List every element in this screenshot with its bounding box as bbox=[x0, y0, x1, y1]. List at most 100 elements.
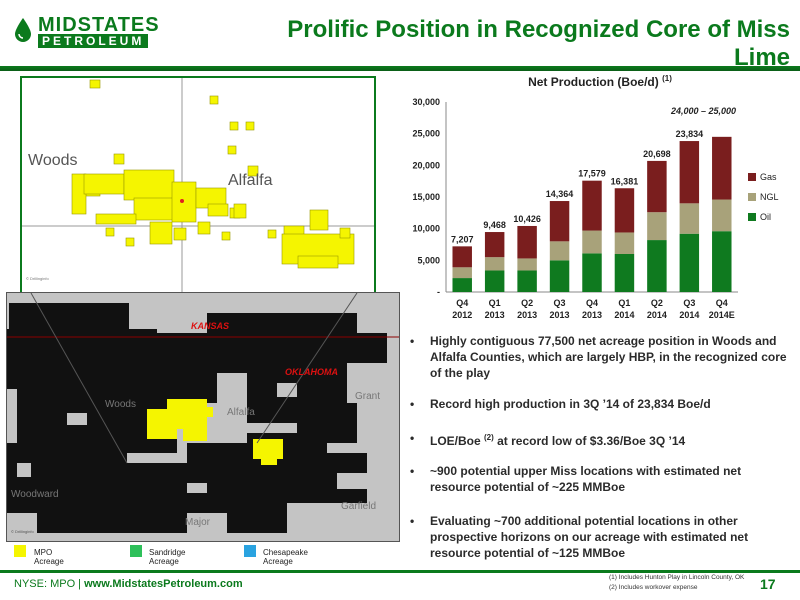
footer-rule bbox=[0, 570, 800, 573]
chart-title-footnote: (1) bbox=[662, 74, 672, 83]
x-tick-label: Q4 bbox=[456, 298, 468, 308]
bullet-item: • ~900 potential upper Miss locations wi… bbox=[410, 463, 790, 495]
bar-segment-gas bbox=[647, 160, 667, 213]
bullet-dot: • bbox=[410, 464, 415, 478]
x-tick-label: 2013 bbox=[550, 310, 570, 320]
bar-segment-gas bbox=[679, 141, 700, 204]
bar-segment-oil bbox=[582, 253, 602, 292]
header-rule bbox=[0, 66, 800, 71]
logo-word-2: PETROLEUM bbox=[38, 34, 149, 48]
bar-segment-gas bbox=[614, 188, 635, 233]
svg-text:© Drillinginfo: © Drillinginfo bbox=[26, 276, 50, 281]
chart-legend-swatch bbox=[748, 213, 756, 221]
bar-segment-oil bbox=[679, 233, 700, 292]
chart-legend-label: Oil bbox=[760, 212, 771, 222]
legend-label-chesapeake: Chesapeake Acreage bbox=[263, 548, 308, 566]
bar-segment-gas bbox=[549, 201, 570, 242]
bar-total-label: 17,579 bbox=[578, 169, 606, 179]
bar-segment-gas bbox=[712, 136, 732, 200]
map-label-grant: Grant bbox=[355, 391, 381, 402]
x-tick-label: 2013 bbox=[582, 310, 602, 320]
footnote-1: (1) Includes Hunton Play in Lincoln Coun… bbox=[609, 574, 745, 581]
bar-segment-ngl bbox=[582, 230, 602, 254]
map-label-major: Major bbox=[185, 517, 211, 528]
y-tick-label: 25,000 bbox=[412, 129, 440, 139]
footer-ticker: NYSE: MPO | www.MidstatesPetroleum.com bbox=[14, 578, 243, 590]
bar-segment-ngl bbox=[484, 257, 505, 271]
bar-segment-ngl bbox=[452, 267, 472, 279]
legend-swatch-chesapeake bbox=[244, 545, 256, 557]
y-tick-label: 30,000 bbox=[412, 97, 440, 107]
bullet-dot: • bbox=[410, 514, 415, 528]
bar-segment-oil bbox=[517, 270, 537, 292]
page-number: 17 bbox=[760, 576, 776, 592]
bar-segment-gas bbox=[517, 225, 537, 259]
bar-segment-ngl bbox=[517, 258, 537, 271]
bullet-text-post: at record low of $3.36/Boe 3Q ’14 bbox=[493, 434, 686, 448]
y-tick-label: 15,000 bbox=[412, 192, 440, 202]
x-tick-label: Q3 bbox=[554, 298, 566, 308]
chart-legend-label: Gas bbox=[760, 172, 777, 182]
bar-segment-gas bbox=[452, 246, 472, 268]
bullet-item: • LOE/Boe (2) at record low of $3.36/Boe… bbox=[410, 430, 790, 449]
map-label-woods-regional: Woods bbox=[105, 399, 136, 410]
bar-segment-oil bbox=[549, 260, 570, 292]
chart-legend-label: NGL bbox=[760, 192, 779, 202]
x-tick-label: Q4 bbox=[716, 298, 728, 308]
x-tick-label: 2014 bbox=[647, 310, 667, 320]
chart-legend-swatch bbox=[748, 173, 756, 181]
x-tick-label: 2012 bbox=[452, 310, 472, 320]
bar-total-label: 16,381 bbox=[611, 176, 639, 186]
map-label-alfalfa: Alfalfa bbox=[228, 172, 273, 189]
bar-segment-oil bbox=[647, 240, 667, 292]
legend-swatch-sandridge bbox=[130, 545, 142, 557]
bar-total-label: 23,834 bbox=[676, 129, 704, 139]
legend-label-mpo: MPO Acreage bbox=[34, 548, 64, 566]
svg-text:© Drillinginfo: © Drillinginfo bbox=[11, 529, 35, 534]
bullet-text-pre: LOE/Boe bbox=[430, 434, 485, 448]
bar-segment-ngl bbox=[614, 232, 635, 254]
x-tick-label: 2013 bbox=[485, 310, 505, 320]
bar-segment-oil bbox=[484, 270, 505, 292]
map-label-woods: Woods bbox=[28, 152, 78, 169]
x-tick-label: Q1 bbox=[618, 298, 630, 308]
footnote-2: (2) Includes workover expense bbox=[609, 584, 698, 591]
x-tick-label: 2014 bbox=[614, 310, 634, 320]
bullet-dot: • bbox=[410, 431, 415, 445]
x-tick-label: Q2 bbox=[521, 298, 533, 308]
bullet-text: Evaluating ~700 additional potential loc… bbox=[430, 514, 749, 560]
bullet-text: Record high production in 3Q ’14 of 23,8… bbox=[430, 397, 711, 411]
ticker-text: NYSE: MPO | bbox=[14, 578, 85, 590]
bullet-text: LOE/Boe (2) at record low of $3.36/Boe 3… bbox=[430, 430, 790, 449]
bar-segment-oil bbox=[614, 254, 635, 292]
chart-title-text: Net Production (Boe/d) bbox=[528, 75, 659, 89]
bullet-dot: • bbox=[410, 334, 415, 348]
legend-swatch-mpo bbox=[14, 545, 26, 557]
bar-segment-ngl bbox=[712, 199, 732, 232]
x-tick-label: 2014E bbox=[709, 310, 735, 320]
bullet-item: • Highly contiguous 77,500 net acreage p… bbox=[410, 333, 790, 381]
bar-total-label: 14,364 bbox=[546, 189, 574, 199]
acreage-map-zoomed: © Drillinginfo Woods Alfalfa bbox=[20, 76, 376, 294]
x-tick-label: Q4 bbox=[586, 298, 598, 308]
bar-segment-gas bbox=[484, 232, 505, 258]
bar-segment-ngl bbox=[647, 212, 667, 241]
acreage-map-regional-graphic: © Drillinginfo bbox=[7, 293, 399, 541]
bar-segment-gas bbox=[582, 180, 602, 231]
x-tick-label: 2014 bbox=[679, 310, 699, 320]
logo-word-1: MIDSTATES bbox=[38, 14, 160, 36]
map-label-kansas: KANSAS bbox=[191, 321, 230, 331]
bar-total-label: 9,468 bbox=[483, 220, 506, 230]
map-label-alfalfa-regional: Alfalfa bbox=[227, 407, 255, 418]
x-tick-label: Q1 bbox=[489, 298, 501, 308]
bullet-text: Highly contiguous 77,500 net acreage pos… bbox=[430, 334, 787, 380]
x-tick-label: Q2 bbox=[651, 298, 663, 308]
bullet-text: ~900 potential upper Miss locations with… bbox=[430, 464, 742, 494]
map-label-garfield: Garfield bbox=[341, 501, 377, 512]
acreage-map-regional: © Drillinginfo KANSAS OKLAHOMA Woods Alf… bbox=[6, 292, 400, 542]
bullet-item: • Record high production in 3Q ’14 of 23… bbox=[410, 396, 790, 412]
y-tick-label: - bbox=[437, 287, 440, 297]
map-label-woodward: Woodward bbox=[11, 489, 59, 500]
website-link[interactable]: www.MidstatesPetroleum.com bbox=[84, 578, 243, 590]
x-tick-label: Q3 bbox=[683, 298, 695, 308]
